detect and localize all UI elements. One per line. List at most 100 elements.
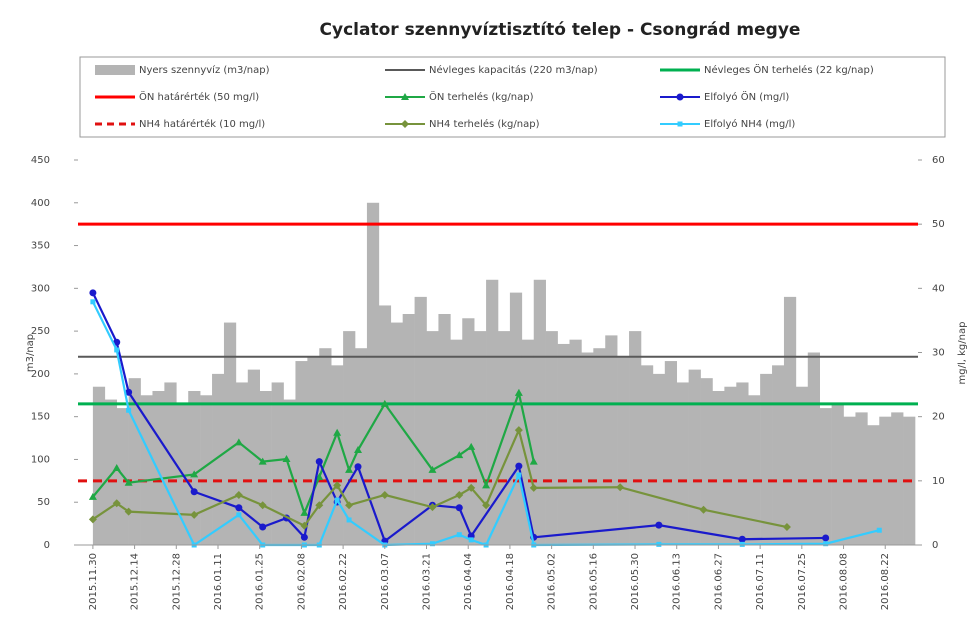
bar <box>235 382 249 545</box>
data-point <box>124 507 133 516</box>
x-tick-label: 2016.01.11 <box>213 553 224 610</box>
x-tick-label: 2016.06.13 <box>672 553 683 610</box>
legend-label: ÖN határérték (50 mg/l) <box>139 90 259 103</box>
bar <box>569 339 582 545</box>
data-point <box>428 503 437 512</box>
data-point <box>822 534 830 542</box>
x-tick-label: 2016.06.27 <box>713 553 724 610</box>
data-point <box>468 537 474 543</box>
bar <box>128 378 141 545</box>
data-point <box>515 462 523 470</box>
y-tick-label: 100 <box>31 454 50 465</box>
data-point <box>90 299 96 305</box>
y2-axis-label: mg/l, kg/nap <box>957 322 968 385</box>
bar <box>795 386 809 545</box>
data-point <box>823 541 829 547</box>
bar <box>819 408 832 545</box>
bar <box>438 314 451 545</box>
data-point <box>190 510 199 519</box>
x-tick-label: 2016.05.02 <box>547 553 558 610</box>
data-point <box>782 523 791 532</box>
legend-marker <box>677 121 683 127</box>
legend-label: Névleges kapacitás (220 m3/nap) <box>429 64 598 76</box>
x-tick-label: 2016.02.08 <box>296 553 307 610</box>
data-point <box>380 399 389 407</box>
data-point <box>655 521 663 529</box>
legend-label: NH4 terhelés (kg/nap) <box>429 118 540 130</box>
data-point <box>126 407 132 413</box>
y2-tick-label: 30 <box>932 348 945 359</box>
legend-label: Nyers szennyvíz (m3/nap) <box>139 64 270 76</box>
data-point <box>380 490 389 499</box>
bar <box>271 382 284 545</box>
data-point <box>190 488 198 496</box>
data-point <box>282 455 291 463</box>
bar <box>879 416 892 545</box>
data-point <box>234 438 243 446</box>
data-point <box>89 289 97 297</box>
bar <box>724 386 737 545</box>
data-point <box>345 501 354 510</box>
data-point <box>456 532 462 538</box>
bar <box>509 292 523 545</box>
data-point <box>315 458 323 466</box>
bar <box>140 395 153 545</box>
data-point <box>300 533 308 541</box>
y2-tick-label: 60 <box>932 155 945 166</box>
bar <box>581 352 594 545</box>
legend-box <box>79 56 946 138</box>
data-point <box>125 388 133 396</box>
data-point <box>354 463 362 471</box>
data-point <box>235 504 243 512</box>
x-tick-label: 2016.05.30 <box>630 553 641 610</box>
data-point <box>876 527 882 533</box>
y-tick-label: 300 <box>31 283 50 294</box>
y-tick-label: 0 <box>44 540 50 551</box>
data-point <box>616 483 625 492</box>
data-point <box>345 465 354 473</box>
bar <box>402 314 415 545</box>
x-tick-label: 2016.05.16 <box>588 553 599 610</box>
bar <box>688 369 701 545</box>
legend-marker <box>401 93 409 100</box>
data-point <box>300 521 309 530</box>
data-point <box>334 497 340 503</box>
legend-label: Elfolyó NH4 (mg/l) <box>704 118 795 130</box>
data-point <box>656 541 662 547</box>
bar <box>891 412 904 545</box>
bar <box>104 399 118 545</box>
data-point <box>88 492 97 500</box>
bar <box>831 403 844 545</box>
data-point <box>236 512 242 518</box>
bar <box>378 305 392 545</box>
line-series <box>92 426 788 529</box>
bar <box>736 382 749 545</box>
bar <box>450 339 463 545</box>
data-point <box>482 481 491 489</box>
bar <box>188 391 201 545</box>
data-point <box>738 535 746 543</box>
data-point <box>428 465 437 473</box>
bar <box>807 352 821 545</box>
line-series <box>91 292 826 543</box>
x-tick-label: 2016.07.11 <box>755 553 766 610</box>
data-point <box>88 515 97 524</box>
bar <box>414 296 427 545</box>
data-point <box>354 446 362 454</box>
data-point <box>529 457 538 465</box>
data-point <box>114 347 120 353</box>
bar <box>545 331 558 545</box>
bar <box>867 425 880 545</box>
data-point <box>333 481 342 490</box>
x-tick-label: 2016.03.07 <box>380 553 391 610</box>
bar <box>652 373 666 545</box>
legend-marker <box>401 120 409 128</box>
bar <box>343 331 356 545</box>
legend-label: Névleges ÖN terhelés (22 kg/nap) <box>704 63 874 76</box>
data-point <box>258 501 267 510</box>
data-point <box>514 426 523 435</box>
bar <box>760 373 773 545</box>
bar <box>366 202 380 545</box>
